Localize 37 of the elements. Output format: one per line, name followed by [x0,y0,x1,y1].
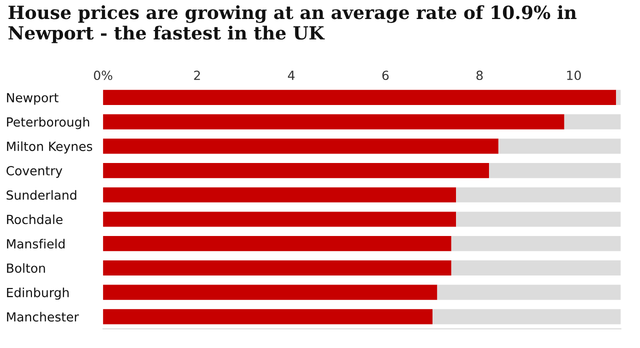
bar [489,162,621,178]
bar [456,212,621,227]
bar [103,212,456,227]
x-tick-label: 0% [94,70,112,80]
bar [103,284,438,300]
chart-title: House prices are growing at an average rate of 10.9% in Newport - the fastest in the UK [8,5,577,44]
bar [103,260,452,276]
bar [103,90,616,105]
x-tick-label: 6 [382,70,389,80]
x-tick-label: 8 [476,70,483,80]
bar [103,309,433,324]
x-tick-label: 10 [567,70,581,80]
y-tick-label: Milton Keynes [7,141,92,154]
bar [103,138,498,154]
bar [437,284,621,300]
y-tick-label: Edinburgh [7,288,69,300]
bar [103,236,452,252]
y-tick-label: Newport [7,93,58,105]
bar [103,187,456,202]
bar [103,114,564,130]
bar [451,236,621,252]
y-tick-label: Mansfield [7,238,65,249]
bar [616,90,621,105]
y-tick-label: Sunderland [6,190,76,200]
y-tick-label: Manchester [7,312,79,322]
bar [456,187,621,202]
bar [103,162,490,178]
y-tick-label: Bolton [7,263,45,273]
y-tick-label: Coventry [6,166,62,178]
y-tick-label: Peterborough [7,117,90,130]
y-tick-label: Rochdale [7,214,62,224]
x-tick-label: 4 [288,70,295,80]
bar [498,138,621,154]
bar [432,309,621,324]
bar [451,260,621,276]
x-tick-label: 2 [194,70,200,80]
bar [564,114,621,130]
